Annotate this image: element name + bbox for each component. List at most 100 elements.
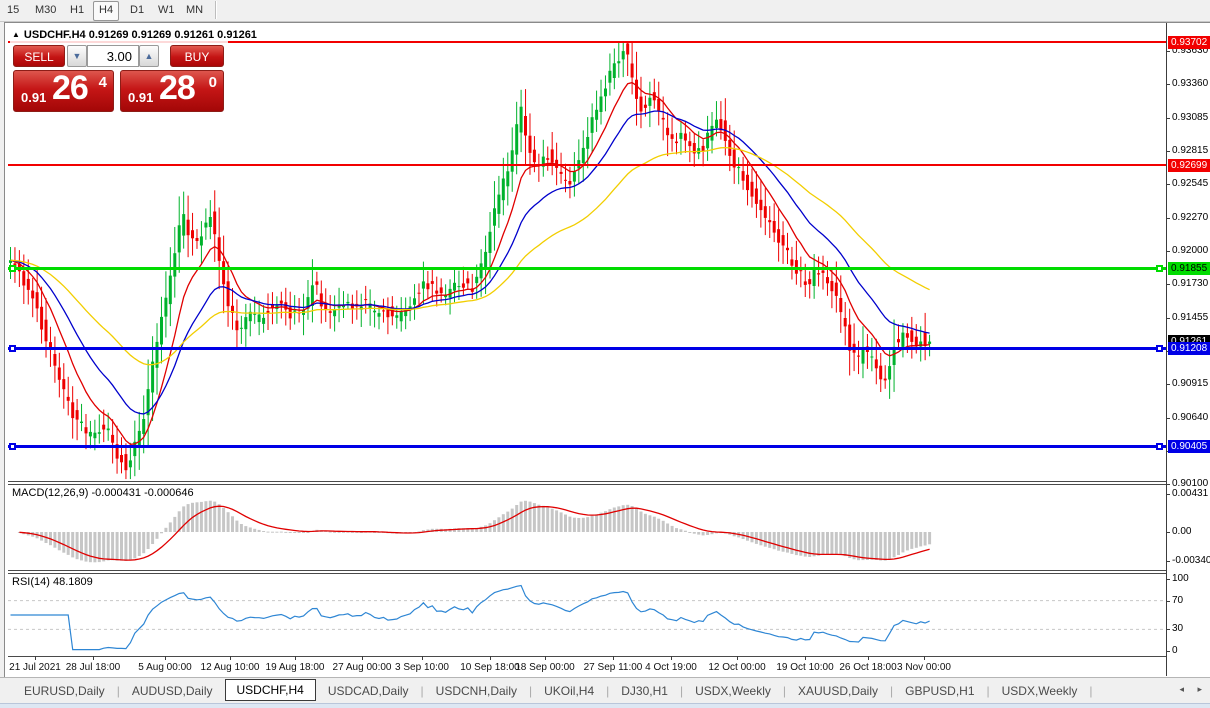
time-tick-mark	[35, 656, 36, 660]
hline-0.90405[interactable]	[8, 445, 1166, 449]
hline-price-label: 0.93702	[1168, 35, 1210, 49]
hline-handle[interactable]	[1156, 265, 1163, 273]
hline-handle[interactable]	[9, 265, 16, 273]
hline-0.91855[interactable]	[8, 267, 1166, 271]
rsi-axis-label: 70	[1172, 594, 1184, 606]
chart-tab-dj30-h1[interactable]: DJ30,H1	[621, 683, 668, 698]
time-tick-mark	[295, 656, 296, 660]
time-axis-label: 12 Oct 00:00	[708, 662, 766, 673]
hline-price-label: 0.92699	[1168, 158, 1210, 172]
ask-price-prefix: 0.91	[128, 90, 154, 105]
chart-tab-usdx-weekly[interactable]: USDX,Weekly	[695, 683, 771, 698]
price-tick-label: 0.90640	[1172, 411, 1209, 423]
price-tick-label: 0.90100	[1172, 477, 1209, 489]
bid-price-box[interactable]: 0.91 26 4	[13, 69, 114, 112]
rsi-axis-label: 100	[1172, 573, 1189, 584]
hline-price-label: 0.91855	[1168, 262, 1210, 276]
hline-handle[interactable]	[9, 344, 16, 352]
chart-tab-audusd-daily[interactable]: AUDUSD,Daily	[131, 683, 213, 698]
time-axis-label: 18 Sep 00:00	[515, 662, 575, 673]
price-tick-mark	[1166, 150, 1170, 152]
timeframe-button-mn[interactable]: MN	[186, 4, 204, 16]
price-tick-label: 0.91730	[1172, 277, 1209, 289]
price-tick-mark	[1166, 117, 1170, 119]
hline-0.92699[interactable]	[8, 164, 1166, 167]
time-tick-mark	[362, 656, 363, 660]
price-tick-label: 0.93630	[1172, 44, 1209, 56]
price-tick-label: 0.92815	[1172, 144, 1209, 156]
tab-separator: |	[1089, 683, 1093, 698]
volume-input[interactable]	[87, 45, 139, 67]
tab-separator: |	[116, 683, 120, 698]
price-axis-line	[1166, 23, 1167, 676]
time-tick-mark	[93, 656, 94, 660]
time-axis-label: 12 Aug 10:00	[200, 662, 260, 673]
time-tick-mark	[671, 656, 672, 660]
bid-price-pipette: 4	[98, 74, 107, 91]
price-tick-label: 0.93360	[1172, 77, 1209, 89]
chart-tab-usdcad-daily[interactable]: USDCAD,Daily	[327, 683, 409, 698]
tab-separator: |	[420, 683, 424, 698]
chart-tab-gbpusd-h1[interactable]: GBPUSD,H1	[905, 683, 975, 698]
timeframe-button-15[interactable]: 15	[7, 4, 20, 16]
hline-0.91208[interactable]	[8, 346, 1166, 350]
time-tick-mark	[613, 656, 614, 660]
hline-handle[interactable]	[1156, 344, 1163, 352]
volume-decrease-button[interactable]: ▼	[67, 45, 87, 67]
macd-tick-mark	[1166, 494, 1170, 495]
chart-tab-usdcnh-daily[interactable]: USDCNH,Daily	[435, 683, 517, 698]
macd-tick-mark	[1166, 561, 1170, 562]
panel-separator	[8, 656, 1166, 657]
hline-price-label: 0.91208	[1168, 341, 1210, 355]
timeframe-button-m30[interactable]: M30	[35, 4, 57, 16]
hline-handle[interactable]	[1156, 443, 1163, 451]
panel-separator	[8, 481, 1166, 482]
rsi-indicator-label: RSI(14) 48.1809	[12, 576, 93, 588]
chart-tab-usdx-weekly[interactable]: USDX,Weekly	[1001, 683, 1078, 698]
timeframe-button-d1[interactable]: D1	[130, 4, 145, 16]
panel-separator	[8, 573, 1166, 574]
ask-price-pipette: 0	[208, 74, 217, 91]
price-tick-label: 0.92545	[1172, 177, 1209, 189]
time-axis-label: 26 Oct 18:00	[839, 662, 897, 673]
price-tick-mark	[1166, 417, 1170, 419]
macd-axis-label: -0.003405	[1172, 555, 1210, 566]
time-axis-label: 3 Nov 00:00	[897, 662, 951, 673]
rsi-panel[interactable]	[8, 574, 1166, 655]
price-tick-label: 0.91455	[1172, 311, 1209, 323]
rsi-tick-mark	[1166, 629, 1170, 631]
ask-price-box[interactable]: 0.91 28 0	[120, 69, 224, 112]
time-axis-label: 3 Sep 10:00	[395, 662, 449, 673]
chart-tab-usdchf-h4[interactable]: USDCHF,H4	[224, 678, 316, 701]
timeframe-button-h1[interactable]: H1	[70, 4, 85, 16]
panel-separator	[8, 484, 1166, 485]
tab-scroll-right-icon[interactable]: ▸	[1197, 684, 1202, 694]
chart-tab-xauusd-daily[interactable]: XAUUSD,Daily	[798, 683, 879, 698]
time-axis-label: 5 Aug 00:00	[138, 662, 192, 673]
collapse-panel-icon[interactable]: ▲	[12, 30, 20, 39]
sell-button[interactable]: SELL	[13, 45, 65, 67]
rsi-tick-mark	[1166, 579, 1170, 580]
macd-indicator-label: MACD(12,26,9) -0.000431 -0.000646	[12, 487, 194, 499]
timeframe-button-w1[interactable]: W1	[158, 4, 175, 16]
volume-increase-button[interactable]: ▲	[139, 45, 159, 67]
hline-handle[interactable]	[9, 443, 16, 451]
toolbar-separator	[215, 1, 217, 19]
rsi-tick-mark	[1166, 600, 1170, 602]
macd-axis-label: 0.00	[1172, 526, 1192, 537]
hline-0.93702[interactable]	[8, 41, 1166, 43]
price-tick-label: 0.92000	[1172, 244, 1209, 256]
price-tick-label: 0.90915	[1172, 377, 1209, 389]
macd-panel[interactable]	[8, 485, 1166, 569]
time-tick-mark	[737, 656, 738, 660]
tab-scroll-left-icon[interactable]: ◂	[1179, 684, 1184, 694]
panel-separator	[8, 570, 1166, 571]
chart-tab-eurusd-daily[interactable]: EURUSD,Daily	[24, 683, 105, 698]
bid-price-big-digits: 26	[52, 69, 89, 107]
timeframe-button-h4[interactable]: H4	[93, 1, 120, 21]
chart-tab-ukoil-h4[interactable]: UKOil,H4	[544, 683, 595, 698]
status-strip	[0, 703, 1210, 708]
buy-button[interactable]: BUY	[170, 45, 224, 67]
tab-separator: |	[986, 683, 990, 698]
price-tick-mark	[1166, 317, 1170, 319]
